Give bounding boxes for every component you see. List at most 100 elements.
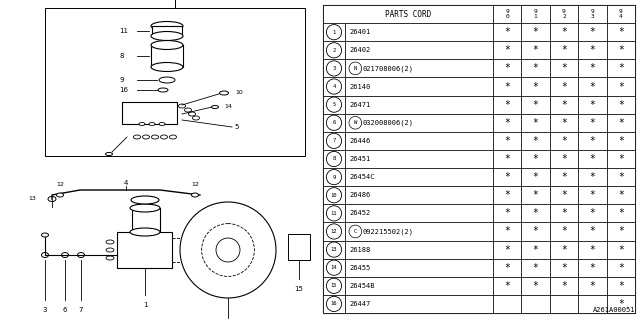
Ellipse shape xyxy=(42,233,49,237)
Text: *: * xyxy=(589,208,595,218)
Bar xyxy=(345,23,493,41)
Text: *: * xyxy=(561,244,567,255)
Text: 9
0: 9 0 xyxy=(506,9,509,19)
Text: 15: 15 xyxy=(331,283,337,288)
Text: *: * xyxy=(532,154,538,164)
Ellipse shape xyxy=(143,135,150,139)
FancyBboxPatch shape xyxy=(117,232,172,268)
Text: *: * xyxy=(561,190,567,200)
Text: 14: 14 xyxy=(224,105,232,109)
Text: *: * xyxy=(504,281,510,291)
Text: 8: 8 xyxy=(119,53,124,59)
Ellipse shape xyxy=(106,240,114,244)
Circle shape xyxy=(326,206,342,221)
Ellipse shape xyxy=(191,193,198,197)
Ellipse shape xyxy=(131,196,159,204)
Text: *: * xyxy=(561,82,567,92)
Bar xyxy=(607,41,635,59)
Text: *: * xyxy=(504,208,510,218)
Circle shape xyxy=(349,62,362,75)
Bar xyxy=(493,222,522,241)
Text: *: * xyxy=(561,154,567,164)
Bar xyxy=(493,168,522,186)
Bar xyxy=(578,168,607,186)
Bar xyxy=(607,259,635,277)
Bar xyxy=(550,241,578,259)
Text: W: W xyxy=(354,120,357,125)
Circle shape xyxy=(349,225,362,238)
Ellipse shape xyxy=(151,41,183,50)
Bar xyxy=(345,295,493,313)
Text: 1: 1 xyxy=(332,30,335,35)
Text: 092215502(2): 092215502(2) xyxy=(363,228,413,235)
Text: C: C xyxy=(354,229,357,234)
Text: *: * xyxy=(561,208,567,218)
Text: *: * xyxy=(618,118,624,128)
Bar xyxy=(323,96,345,114)
Text: *: * xyxy=(561,136,567,146)
Bar xyxy=(550,168,578,186)
Bar xyxy=(493,59,522,77)
Bar xyxy=(607,23,635,41)
Bar xyxy=(345,114,493,132)
Text: *: * xyxy=(504,154,510,164)
Text: 26486: 26486 xyxy=(349,192,371,198)
Ellipse shape xyxy=(56,193,63,197)
Text: *: * xyxy=(618,190,624,200)
Bar xyxy=(345,41,493,59)
Text: 032008006(2): 032008006(2) xyxy=(363,119,413,126)
Text: *: * xyxy=(618,45,624,55)
Text: *: * xyxy=(618,172,624,182)
Ellipse shape xyxy=(134,135,141,139)
Text: 9: 9 xyxy=(332,175,335,180)
Bar xyxy=(578,259,607,277)
Bar xyxy=(578,77,607,96)
Text: 26140: 26140 xyxy=(349,84,371,90)
Bar xyxy=(323,5,493,23)
Text: *: * xyxy=(589,63,595,73)
Text: 26451: 26451 xyxy=(349,156,371,162)
Text: 021708006(2): 021708006(2) xyxy=(363,65,413,72)
Bar xyxy=(323,5,635,313)
Ellipse shape xyxy=(189,112,195,116)
Ellipse shape xyxy=(161,135,168,139)
Bar xyxy=(45,8,305,156)
Bar xyxy=(522,96,550,114)
Bar xyxy=(345,241,493,259)
Bar xyxy=(522,77,550,96)
FancyBboxPatch shape xyxy=(122,102,177,124)
Bar xyxy=(607,186,635,204)
Bar xyxy=(493,41,522,59)
Bar xyxy=(493,241,522,259)
Text: *: * xyxy=(589,118,595,128)
Ellipse shape xyxy=(61,252,68,258)
Text: *: * xyxy=(618,136,624,146)
Ellipse shape xyxy=(184,108,191,112)
Text: *: * xyxy=(618,82,624,92)
Text: 9
1: 9 1 xyxy=(534,9,538,19)
Text: *: * xyxy=(561,227,567,236)
Text: *: * xyxy=(504,244,510,255)
Ellipse shape xyxy=(158,88,168,92)
Bar xyxy=(550,59,578,77)
Bar xyxy=(522,23,550,41)
Bar xyxy=(493,96,522,114)
Text: 5: 5 xyxy=(332,102,335,107)
Text: 12: 12 xyxy=(56,182,64,188)
Ellipse shape xyxy=(106,153,113,156)
Ellipse shape xyxy=(151,31,183,41)
Bar xyxy=(345,168,493,186)
Circle shape xyxy=(326,43,342,58)
Bar xyxy=(522,5,550,23)
Bar xyxy=(522,259,550,277)
Bar xyxy=(607,241,635,259)
Ellipse shape xyxy=(151,21,183,30)
Text: 9
4: 9 4 xyxy=(619,9,623,19)
Bar xyxy=(522,41,550,59)
Bar xyxy=(323,204,345,222)
Bar xyxy=(345,186,493,204)
Bar xyxy=(493,277,522,295)
Text: 26455: 26455 xyxy=(349,265,371,271)
Circle shape xyxy=(326,296,342,312)
Circle shape xyxy=(326,242,342,257)
